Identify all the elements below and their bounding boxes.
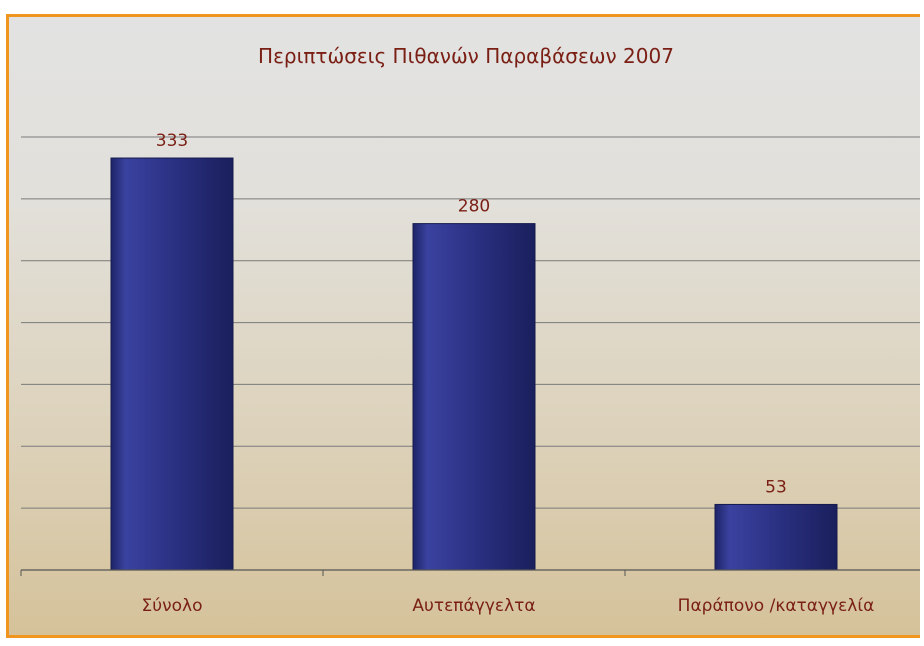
- data-label-0: 333: [156, 131, 188, 151]
- category-label-2: Παράπονο /καταγγελία: [678, 596, 875, 616]
- chart-title: Περιπτώσεις Πιθανών Παραβάσεων 2007: [258, 44, 674, 68]
- data-label-1: 280: [458, 197, 490, 217]
- chart-frame: Περιπτώσεις Πιθανών Παραβάσεων 2007 333 Σ…: [6, 14, 920, 638]
- bars: [110, 157, 838, 571]
- data-label-2: 53: [765, 477, 787, 497]
- data-labels: 333 Σύνολο 280 Αυτεπάγγελτα 53 Παράπονο /κατα…: [142, 131, 875, 616]
- bar-1: [412, 223, 536, 571]
- bar-chart: Περιπτώσεις Πιθανών Παραβάσεων 2007 333 Σ…: [20, 44, 920, 616]
- category-label-0: Σύνολο: [142, 596, 203, 616]
- category-label-1: Αυτεπάγγελτα: [412, 596, 535, 616]
- bar-0: [110, 157, 234, 571]
- x-axis: [20, 569, 920, 576]
- bar-2: [714, 503, 838, 571]
